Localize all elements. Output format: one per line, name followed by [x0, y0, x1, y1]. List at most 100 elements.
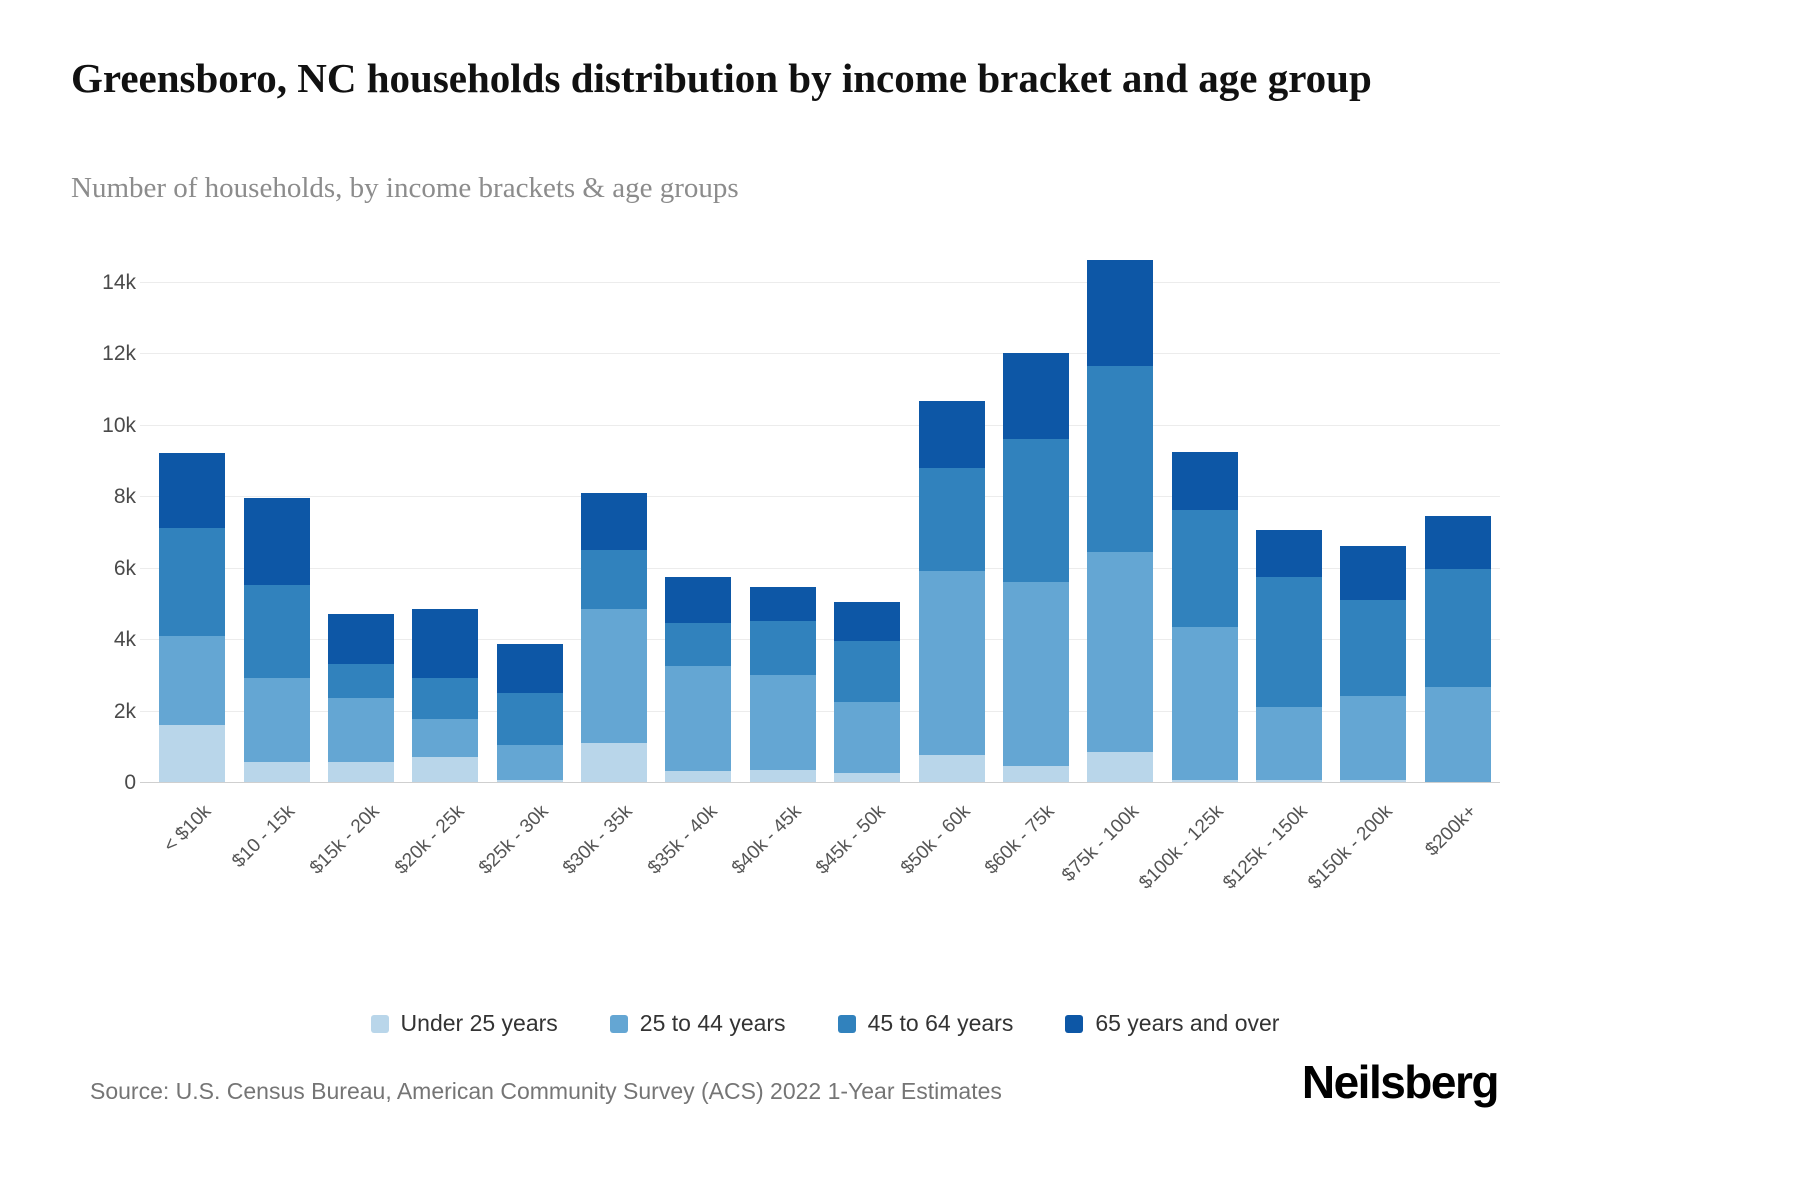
bar-segment[interactable]	[159, 724, 226, 782]
bar-segment[interactable]	[1002, 438, 1069, 582]
bar-segment[interactable]	[243, 762, 310, 782]
legend-swatch-icon	[1065, 1014, 1084, 1033]
bar-segment[interactable]	[1340, 696, 1407, 781]
bar-segment[interactable]	[918, 755, 985, 782]
bar-segment[interactable]	[834, 640, 901, 702]
bar-segment[interactable]	[581, 742, 648, 782]
bar-segment[interactable]	[1087, 365, 1154, 552]
bar-segment[interactable]	[1171, 626, 1238, 781]
legend-item[interactable]: 65 years and over	[1065, 1010, 1279, 1037]
bar-segment[interactable]	[159, 453, 226, 529]
x-axis-label: $20k - 25k	[390, 801, 469, 879]
bar-segment[interactable]	[243, 497, 310, 586]
bar-segment[interactable]	[412, 757, 479, 782]
bar-segment[interactable]	[1087, 260, 1154, 366]
page-subtitle: Number of households, by income brackets…	[71, 172, 739, 204]
page-title: Greensboro, NC households distribution b…	[71, 55, 1372, 101]
bar-segment[interactable]	[834, 701, 901, 774]
bar-segment[interactable]	[749, 587, 816, 622]
x-axis-label: $75k - 100k	[1058, 801, 1144, 887]
gridline	[140, 353, 1500, 355]
bar-segment[interactable]	[243, 678, 310, 763]
bar-segment[interactable]	[1424, 687, 1491, 782]
bar-segment[interactable]	[496, 644, 563, 693]
bar-segment[interactable]	[327, 664, 394, 699]
bar-segment[interactable]	[665, 665, 732, 772]
bar	[1256, 530, 1323, 782]
bar-segment[interactable]	[749, 769, 816, 782]
bar-segment[interactable]	[412, 719, 479, 757]
legend-item[interactable]: 25 to 44 years	[609, 1010, 786, 1037]
x-axis-label: $45k - 50k	[812, 801, 891, 879]
bar-segment[interactable]	[918, 571, 985, 756]
bar-segment[interactable]	[496, 692, 563, 745]
x-axis-label: $15k - 20k	[306, 801, 384, 879]
bar	[412, 608, 479, 782]
bar-segment[interactable]	[1256, 530, 1323, 577]
bar	[327, 614, 394, 782]
x-axis-label: $200k+	[1421, 801, 1481, 861]
bar-segment[interactable]	[1256, 780, 1323, 782]
x-axis-label: $60k - 75k	[981, 801, 1059, 879]
legend-swatch-icon	[837, 1014, 856, 1033]
legend-item[interactable]: 45 to 64 years	[837, 1010, 1013, 1037]
y-tick-label: 8k	[113, 485, 136, 509]
bar-segment[interactable]	[327, 614, 394, 665]
bar	[749, 587, 816, 782]
bar-segment[interactable]	[1171, 451, 1238, 511]
bar-segment[interactable]	[1256, 706, 1323, 781]
bar-segment[interactable]	[1002, 581, 1069, 766]
bar-segment[interactable]	[918, 467, 985, 572]
bar-segment[interactable]	[1171, 780, 1238, 782]
bar-segment[interactable]	[918, 401, 985, 468]
bar-segment[interactable]	[159, 528, 226, 636]
bar	[159, 453, 226, 782]
bar-segment[interactable]	[327, 762, 394, 782]
bar-segment[interactable]	[665, 623, 732, 666]
bar-segment[interactable]	[412, 678, 479, 720]
bar-segment[interactable]	[1424, 569, 1491, 688]
bar-segment[interactable]	[749, 674, 816, 770]
bar-segment[interactable]	[665, 771, 732, 782]
bar-segment[interactable]	[243, 585, 310, 679]
bar-segment[interactable]	[581, 608, 648, 743]
x-axis-label: $100k - 125k	[1135, 801, 1228, 894]
bar	[834, 601, 901, 782]
y-tick-label: 4k	[113, 628, 136, 652]
bar	[665, 576, 732, 782]
bar-segment[interactable]	[665, 576, 732, 623]
bar-segment[interactable]	[1424, 515, 1491, 570]
x-axis-label: $10 - 15k	[228, 801, 300, 872]
bar-segment[interactable]	[1340, 546, 1407, 600]
bar-segment[interactable]	[159, 635, 226, 725]
bar-segment[interactable]	[496, 744, 563, 781]
y-axis: 0 2k 4k 6k 8k 10k 12k 14k	[48, 247, 136, 794]
bar-segment[interactable]	[412, 608, 479, 679]
bar-segment[interactable]	[1256, 576, 1323, 707]
bar	[1340, 546, 1407, 782]
bar-segment[interactable]	[1002, 765, 1069, 782]
gridline	[140, 281, 1500, 283]
x-axis-label: $30k - 35k	[559, 801, 637, 879]
y-tick-label: 2k	[113, 699, 136, 723]
bar-segment[interactable]	[327, 698, 394, 763]
bar-segment[interactable]	[1002, 353, 1069, 439]
bar-segment[interactable]	[834, 773, 901, 782]
legend-item[interactable]: Under 25 years	[370, 1010, 558, 1037]
bar-segment[interactable]	[834, 601, 901, 641]
gridline	[140, 496, 1500, 498]
bar-segment[interactable]	[749, 621, 816, 675]
bar-segment[interactable]	[1171, 510, 1238, 627]
bar-segment[interactable]	[581, 492, 648, 550]
legend-label: Under 25 years	[400, 1010, 558, 1036]
bar-segment[interactable]	[496, 780, 563, 782]
y-tick-label: 14k	[102, 270, 136, 294]
bar-segment[interactable]	[1087, 551, 1154, 752]
bar-segment[interactable]	[1340, 780, 1407, 782]
bar-segment[interactable]	[1087, 751, 1154, 782]
x-axis-label: < $10k	[159, 801, 216, 857]
bar-segment[interactable]	[1340, 599, 1407, 697]
bar-segment[interactable]	[581, 549, 648, 609]
legend-label: 25 to 44 years	[639, 1010, 786, 1036]
